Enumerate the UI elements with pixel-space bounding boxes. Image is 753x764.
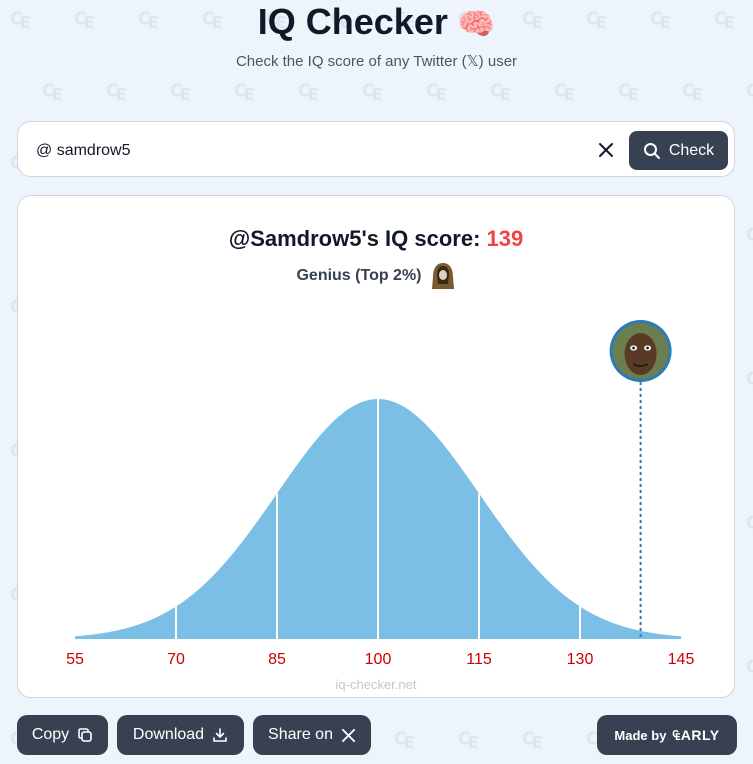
made-by-label: Made by: [614, 727, 667, 743]
check-button[interactable]: Check: [629, 131, 728, 170]
background-glyph: ₠: [234, 81, 254, 106]
background-glyph: ₠: [746, 225, 753, 250]
background-glyph: ₠: [106, 81, 126, 106]
background-glyph: ₠: [426, 81, 446, 106]
rank-label: Genius (Top 2%): [18, 262, 734, 290]
clear-button[interactable]: [594, 138, 618, 162]
download-button[interactable]: Download: [117, 715, 244, 755]
download-label: Download: [132, 726, 205, 743]
background-glyph: ₠: [522, 729, 542, 754]
brain-icon: 🧠: [457, 8, 496, 41]
copy-icon: [78, 728, 92, 742]
x-logo-icon: [341, 728, 356, 742]
username-input[interactable]: [34, 136, 578, 166]
made-by-brand: ₠ARLY: [672, 727, 720, 743]
search-box: Check: [17, 121, 735, 177]
background-glyph: ₠: [458, 729, 478, 754]
background-glyph: ₠: [554, 81, 574, 106]
page-subtitle: Check the IQ score of any Twitter (𝕏) us…: [235, 53, 518, 70]
score-heading-prefix: @Samdrow5's IQ score:: [228, 226, 487, 251]
copy-label: Copy: [31, 726, 70, 743]
background-glyph: ₠: [170, 81, 190, 106]
background-glyph: ₠: [362, 81, 382, 106]
close-icon: [599, 143, 613, 157]
x-tick-label: 145: [668, 651, 695, 668]
x-tick-label: 100: [365, 651, 392, 668]
check-button-label: Check: [668, 141, 715, 159]
hooded-figure-icon: [431, 263, 454, 289]
rank-text: Genius (Top 2%): [296, 267, 422, 284]
x-tick-label: 85: [268, 651, 286, 668]
x-tick-label: 55: [66, 651, 84, 668]
x-tick-label: 70: [167, 651, 185, 668]
background-glyph: ₠: [618, 81, 638, 106]
score-heading: @Samdrow5's IQ score: 139: [18, 226, 734, 252]
background-glyph: ₠: [746, 81, 753, 106]
share-label: Share on: [268, 726, 333, 743]
background-glyph: ₠: [682, 81, 702, 106]
background-glyph: ₠: [42, 81, 62, 106]
background-glyph: ₠: [746, 369, 753, 394]
title-text: IQ Checker: [257, 1, 448, 42]
result-card: @Samdrow5's IQ score: 139 Genius (Top 2%…: [17, 195, 735, 698]
background-glyph: ₠: [394, 729, 414, 754]
search-icon: [643, 142, 660, 159]
background-glyph: ₠: [746, 513, 753, 538]
background-glyph: ₠: [746, 657, 753, 682]
background-glyph: ₠: [490, 81, 510, 106]
copy-button[interactable]: Copy: [17, 715, 108, 755]
made-by-button[interactable]: Made by ₠ARLY: [597, 715, 737, 755]
iq-distribution-chart: 55 70 85 100 115 130 145: [66, 320, 695, 668]
iq-score-value: 139: [486, 226, 524, 251]
x-tick-label: 115: [466, 651, 492, 668]
user-avatar: [609, 320, 672, 382]
background-glyph: ₠: [298, 81, 318, 106]
x-tick-label: 130: [567, 651, 594, 668]
site-watermark: iq-checker.net: [335, 677, 417, 692]
share-on-x-button[interactable]: Share on: [253, 715, 371, 755]
page-title: IQ Checker 🧠: [0, 0, 753, 47]
download-icon: [213, 728, 227, 742]
